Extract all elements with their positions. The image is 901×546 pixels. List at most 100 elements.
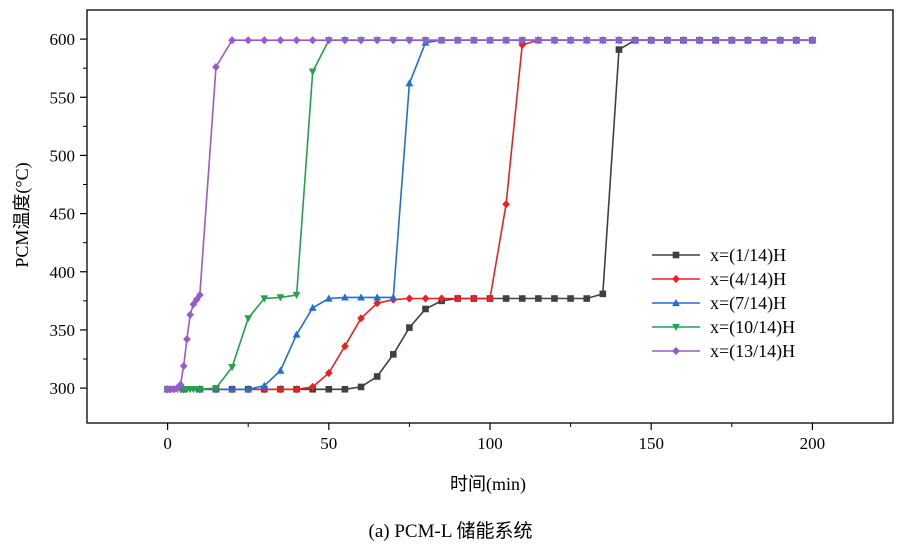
x-tick-label: 150: [638, 434, 664, 453]
x-tick-label: 50: [320, 434, 337, 453]
data-point: [405, 79, 414, 87]
data-point: [292, 330, 301, 338]
data-point: [341, 342, 349, 351]
data-point: [292, 36, 301, 45]
data-point: [325, 368, 333, 378]
data-point: [437, 36, 446, 45]
data-point: [212, 62, 220, 72]
legend-marker: [672, 299, 680, 307]
legend-label: x=(7/14)H: [710, 293, 786, 314]
data-point: [357, 36, 365, 45]
data-point: [486, 36, 494, 45]
data-point: [276, 294, 285, 302]
data-point: [373, 36, 381, 45]
y-tick-label: 450: [50, 205, 76, 224]
figure-caption: (a) PCM-L 储能系统: [368, 521, 533, 542]
data-point: [192, 295, 201, 304]
legend-item: x=(13/14)H: [652, 341, 795, 362]
data-point: [341, 293, 349, 301]
data-point: [631, 36, 639, 45]
data-point: [582, 36, 591, 45]
data-point: [534, 36, 543, 45]
data-point: [792, 36, 801, 45]
series-4: [163, 37, 817, 394]
data-point: [292, 291, 301, 300]
data-point: [502, 36, 510, 45]
data-point: [373, 299, 381, 308]
data-point: [373, 293, 382, 301]
legend-marker: [672, 346, 680, 356]
legend-marker: [672, 251, 680, 259]
data-point: [518, 36, 527, 45]
y-tick-label: 550: [50, 88, 76, 107]
series-5: [163, 36, 817, 394]
data-point: [260, 381, 269, 389]
data-point: [551, 295, 558, 302]
data-point: [186, 310, 194, 319]
data-point: [583, 295, 591, 302]
data-point: [357, 314, 365, 323]
data-point: [244, 385, 253, 393]
legend-marker: [672, 274, 680, 284]
data-point: [453, 294, 462, 303]
data-point: [195, 386, 204, 394]
data-point: [663, 36, 672, 45]
data-point: [599, 36, 607, 45]
data-point: [389, 36, 398, 45]
data-point: [228, 385, 236, 393]
data-point: [176, 380, 185, 389]
data-point: [389, 293, 398, 301]
data-point: [260, 295, 269, 303]
y-tick-label: 400: [50, 263, 76, 282]
x-tick-label: 200: [800, 434, 826, 453]
data-point: [276, 36, 285, 45]
data-point: [486, 294, 494, 303]
data-point: [212, 384, 220, 393]
data-point: [502, 295, 510, 302]
x-axis-title: 时间(min): [450, 474, 526, 495]
data-point: [228, 36, 236, 45]
y-tick-label: 300: [50, 379, 76, 398]
legend-label: x=(1/14)H: [710, 245, 786, 266]
data-point: [373, 373, 381, 380]
legend-item: x=(1/14)H: [652, 245, 786, 266]
data-point: [308, 68, 317, 76]
plot-frame: [86, 9, 894, 424]
data-point: [502, 200, 510, 209]
data-point: [566, 36, 575, 45]
plot-area: [163, 36, 817, 394]
axes: 0 50 100 150 200 300 350 400 450 500 550 600: [50, 9, 894, 453]
data-point: [179, 361, 188, 371]
legend-label: x=(13/14)H: [710, 341, 795, 362]
line-chart: 0 50 100 150 200 300 350 400 450 500 550 600 x=(1/1…: [12, 9, 894, 495]
data-point: [324, 294, 333, 302]
y-tick-label: 350: [50, 321, 76, 340]
data-point: [776, 36, 784, 45]
data-point: [695, 36, 704, 45]
data-point: [183, 335, 191, 344]
data-point: [470, 36, 478, 45]
legend-item: x=(10/14)H: [652, 317, 795, 338]
data-point: [341, 385, 349, 393]
data-point: [679, 36, 688, 45]
data-point: [470, 294, 478, 303]
data-point: [518, 295, 526, 302]
data-point: [308, 382, 317, 392]
legend-label: x=(10/14)H: [710, 317, 795, 338]
legend-label: x=(4/14)H: [710, 269, 786, 290]
legend-marker: [672, 323, 680, 331]
data-point: [196, 290, 204, 300]
series-1: [164, 36, 816, 393]
x-tick-label: 100: [477, 434, 503, 453]
data-point: [325, 36, 333, 45]
data-point: [421, 294, 430, 303]
data-point: [357, 293, 365, 301]
series-2: [163, 36, 817, 394]
data-point: [760, 36, 768, 45]
data-point: [357, 383, 365, 391]
y-tick-label: 600: [50, 30, 76, 49]
x-tick-label: 0: [163, 434, 172, 453]
data-point: [518, 40, 527, 50]
data-point: [228, 364, 236, 372]
legend-item: x=(4/14)H: [652, 269, 786, 290]
